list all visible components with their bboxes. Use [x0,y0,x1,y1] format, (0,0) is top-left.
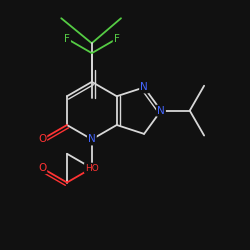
Text: N: N [88,134,96,144]
Text: O: O [38,163,46,173]
Text: N: N [157,106,165,116]
Text: O: O [38,134,46,144]
Text: HO: HO [85,164,99,172]
Text: N: N [140,82,148,92]
Text: F: F [114,34,120,44]
Text: F: F [64,34,70,44]
